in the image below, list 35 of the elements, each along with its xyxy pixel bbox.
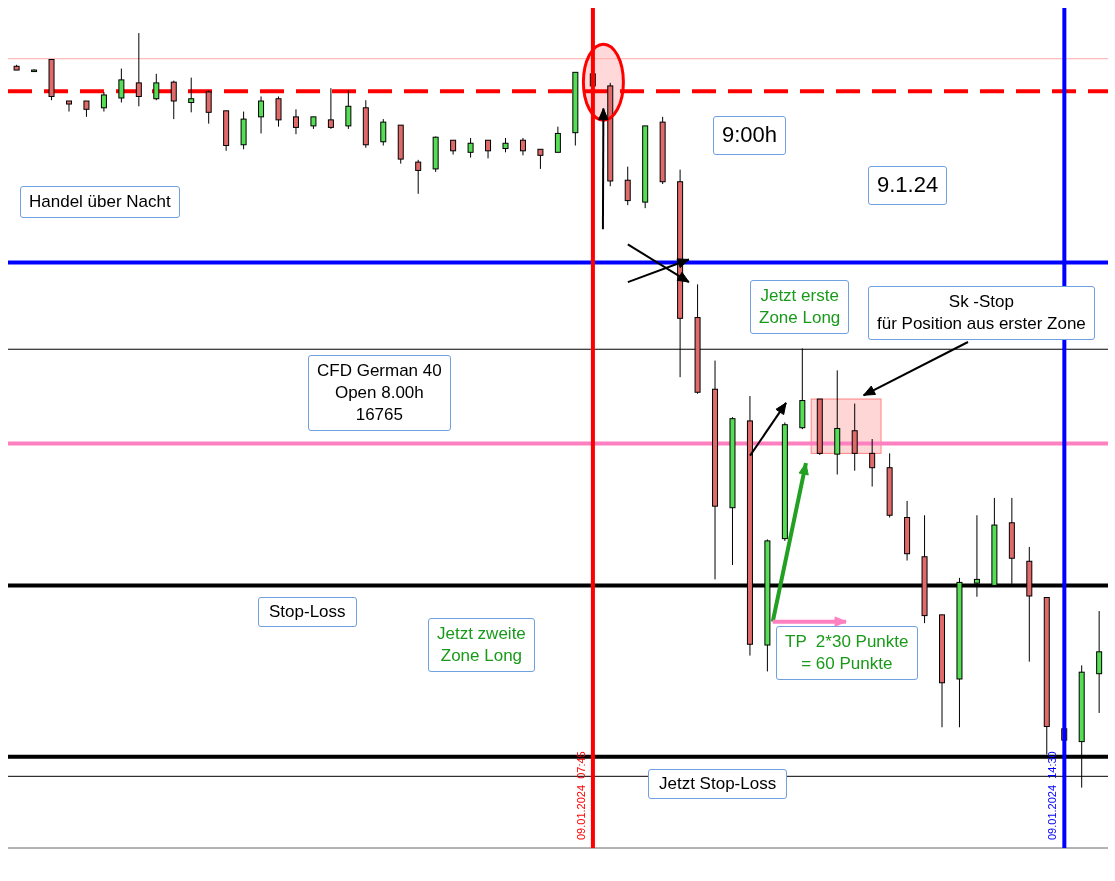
annotation: 09.01.2024 07:45 [574, 751, 587, 840]
candlestick [1096, 610, 1103, 714]
candlestick [624, 166, 631, 206]
annotation: TP 2*30 Punkte = 60 Punkte [776, 626, 918, 681]
ref-line-label: Stop-Loss [258, 597, 357, 628]
candlestick [851, 403, 858, 472]
candlestick [485, 139, 492, 159]
candlestick [170, 80, 177, 120]
candlestick [537, 148, 544, 170]
candlestick [467, 137, 474, 159]
candlestick [65, 100, 72, 113]
annotation: 9:00h [713, 116, 787, 155]
annotation: 09.01.2024 14:30 [1046, 751, 1059, 840]
candlestick [275, 95, 282, 128]
candlestick [205, 89, 212, 125]
candlestick [292, 108, 299, 135]
candlestick [554, 126, 561, 153]
candlestick [327, 87, 334, 130]
candlestick [100, 91, 107, 113]
candlestick [380, 118, 387, 147]
annotation: Jetzt erste Zone Long [750, 280, 850, 335]
annotation: Handel über Nacht [20, 186, 180, 219]
annotation: Jetzt zweite Zone Long [428, 618, 535, 673]
candlestick [153, 73, 160, 101]
annotation: CFD German 40 Open 8.00h 16765 [308, 355, 451, 432]
candlestick [345, 89, 352, 130]
candlestick [135, 32, 142, 107]
candlestick [118, 68, 125, 104]
candlestick [188, 77, 195, 113]
candlestick [258, 95, 265, 134]
annotation: 9.1.24 [868, 166, 948, 205]
ref-line-label: Jetzt Stop-Loss [648, 768, 788, 799]
candlestick [415, 159, 422, 195]
candlestick [869, 438, 876, 488]
annotation: Sk -Stop für Position aus erster Zone [868, 286, 1095, 341]
